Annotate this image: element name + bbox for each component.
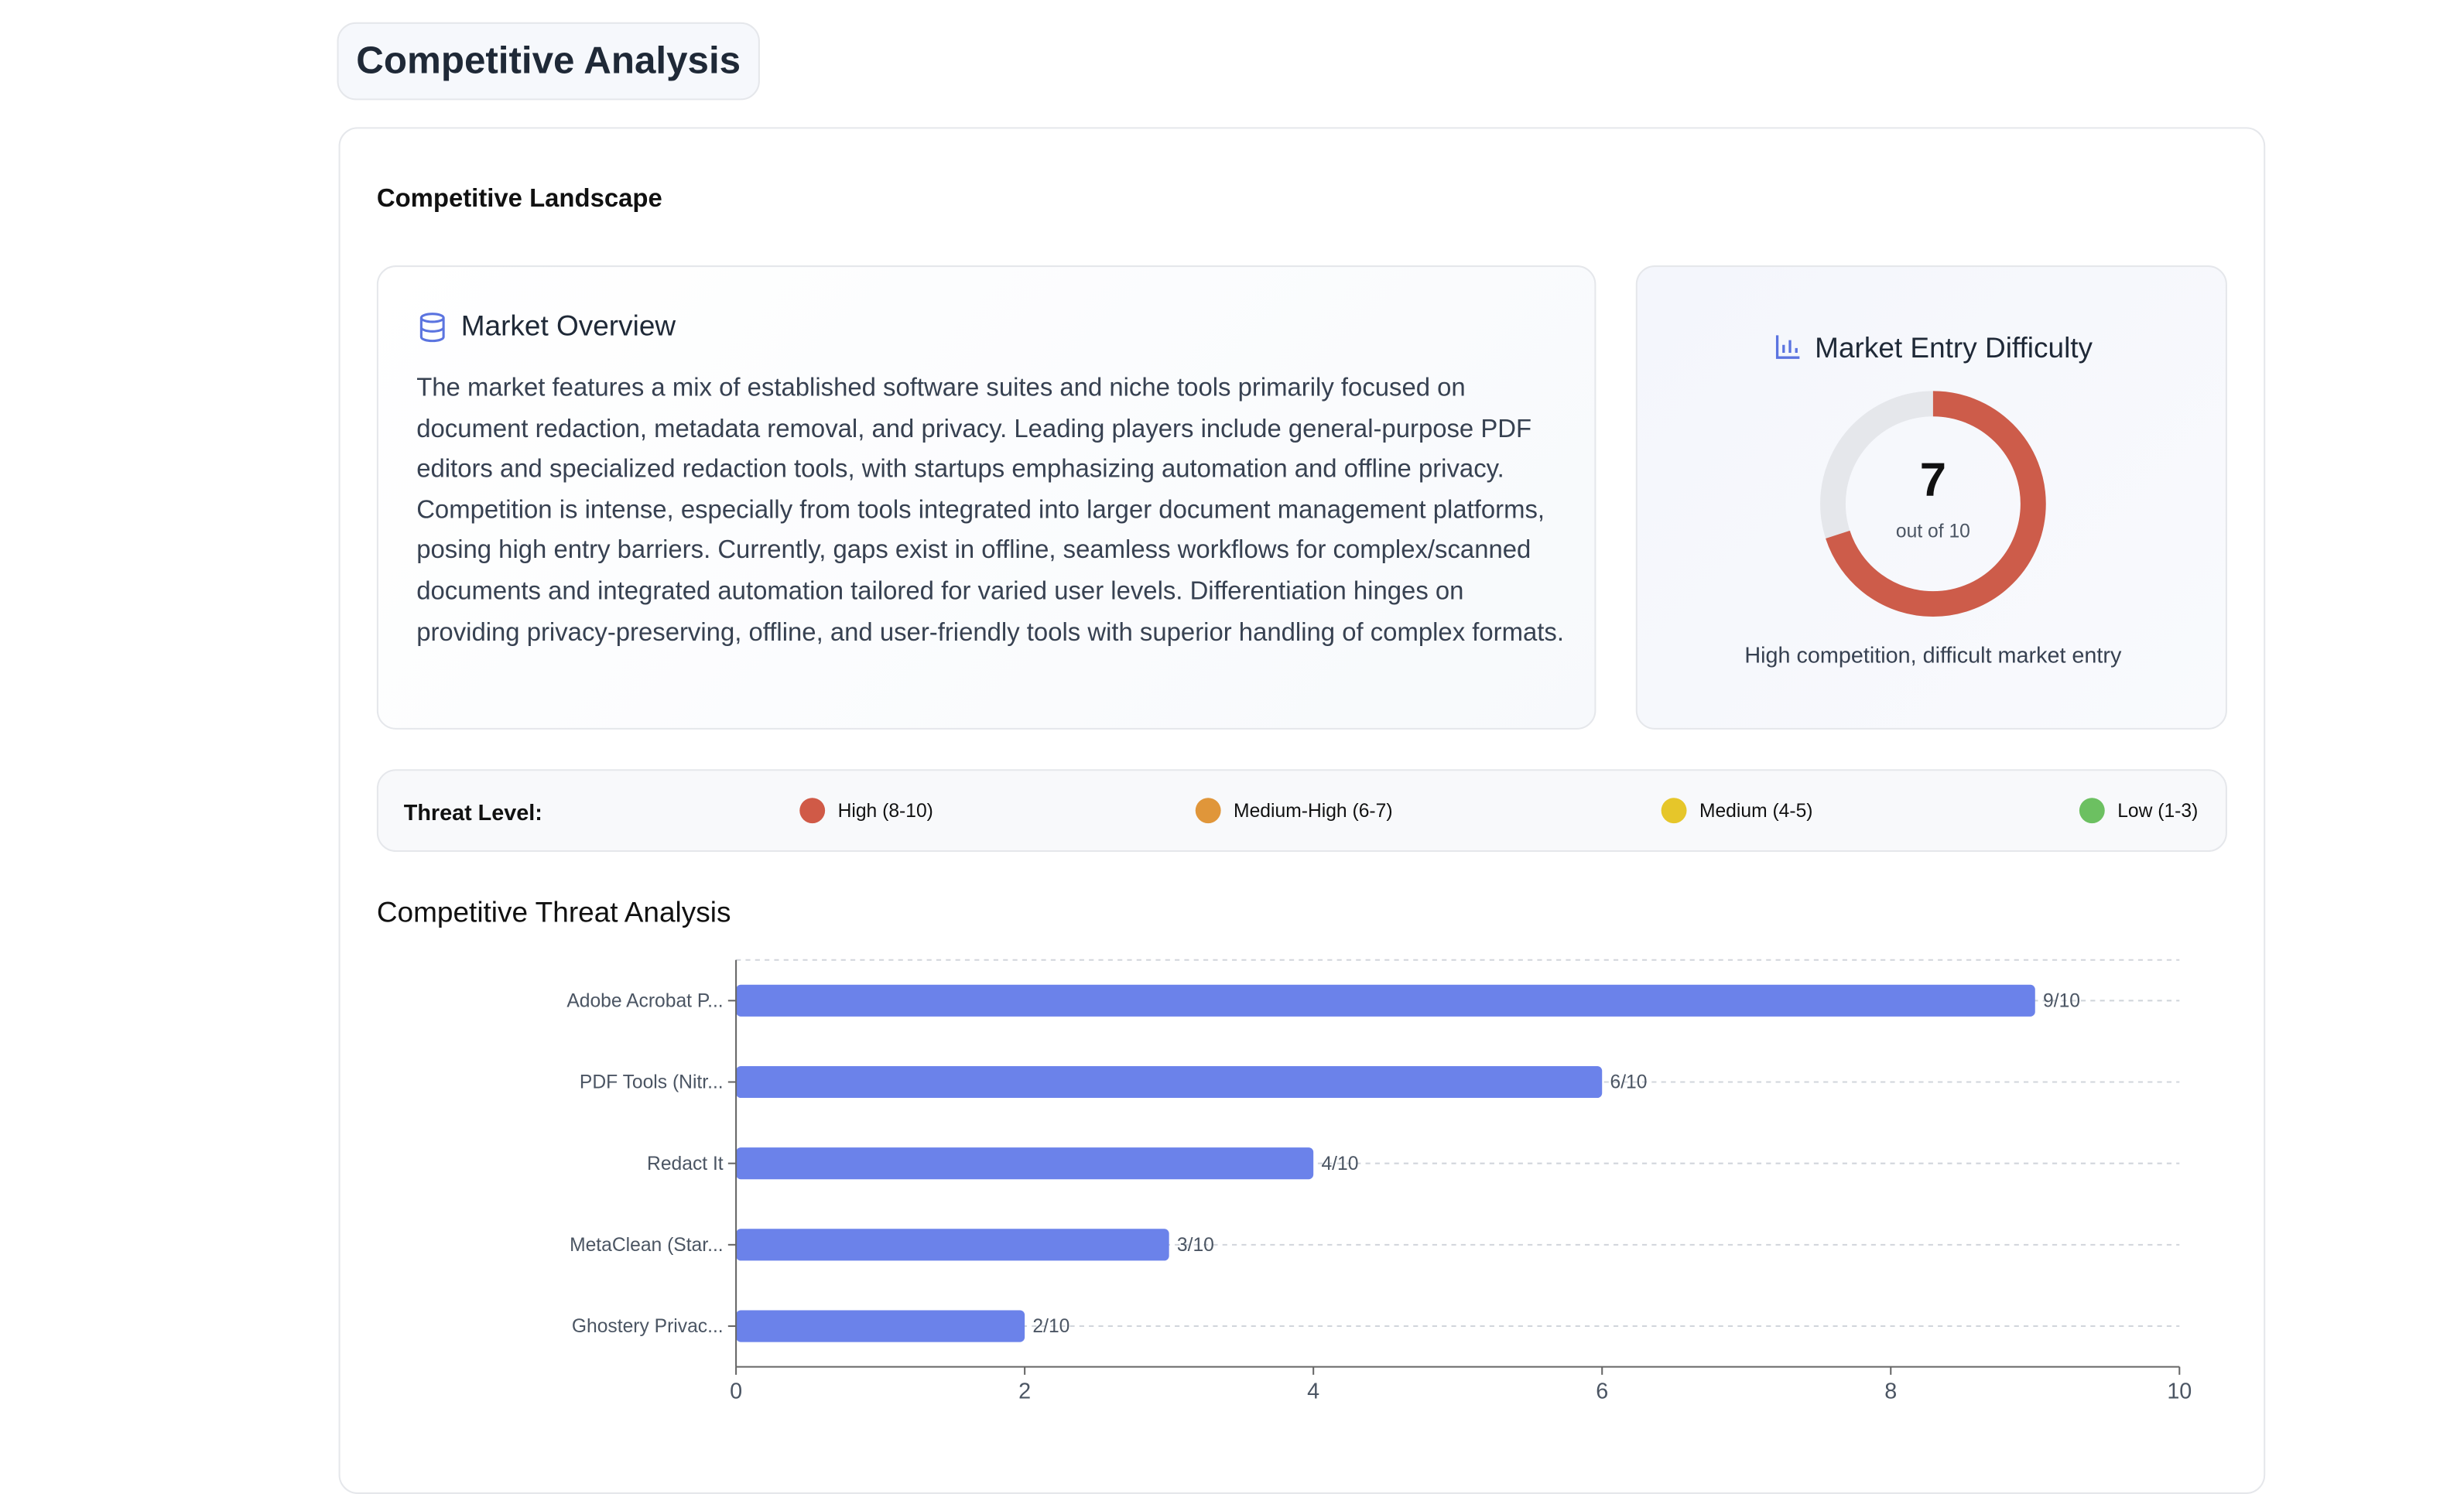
y-tick-label: MetaClean (Star...	[570, 1235, 724, 1256]
x-tick-label: 6	[1596, 1379, 1608, 1404]
bar	[736, 1229, 1169, 1261]
bar	[736, 984, 2035, 1017]
header-box: Competitive Analysis	[337, 22, 760, 101]
bar	[736, 1147, 1314, 1180]
y-tick-label: PDF Tools (Nitr...	[580, 1072, 724, 1093]
database-icon	[419, 313, 445, 343]
bar-value-label: 9/10	[2043, 991, 2080, 1012]
legend-item: Medium (4-5)	[1661, 798, 1813, 824]
x-tick-label: 2	[1018, 1379, 1031, 1404]
bar	[736, 1310, 1025, 1342]
overview-card: Market Overview The market features a mi…	[376, 265, 1596, 730]
x-tick-label: 8	[1884, 1379, 1897, 1404]
legend-label: Medium (4-5)	[1699, 799, 1813, 822]
legend-label: High (8-10)	[837, 799, 933, 822]
difficulty-heading: Market Entry Difficulty	[1638, 332, 2229, 365]
difficulty-title: Market Entry Difficulty	[1815, 332, 2093, 364]
legend-label: Medium-High (6-7)	[1234, 799, 1393, 822]
bar-value-label: 3/10	[1177, 1235, 1214, 1256]
difficulty-max-label: out of 10	[1895, 519, 1970, 542]
bar-chart: Adobe Acrobat P... 9/10 PDF Tools (Nitr...…	[566, 959, 2192, 1404]
legend-dot	[1661, 798, 1687, 824]
legend-dot	[2079, 798, 2105, 824]
chart-title: Competitive Threat Analysis	[376, 896, 731, 928]
legend-label: Low (1-3)	[2117, 799, 2199, 822]
y-tick-label: Redact It	[647, 1154, 724, 1174]
legend-item: Medium-High (6-7)	[1195, 798, 1393, 824]
difficulty-description: High competition, difficult market entry	[1744, 641, 2122, 668]
section-title: Competitive Landscape	[376, 186, 662, 214]
bar	[736, 1065, 1603, 1099]
difficulty-score: 7	[1919, 454, 1947, 508]
x-tick-label: 0	[730, 1379, 742, 1404]
y-tick-label: Ghostery Privac...	[572, 1316, 724, 1337]
x-tick-label: 10	[2167, 1379, 2192, 1404]
threat-legend: Threat Level: High (8-10) Medium-High (6-…	[376, 769, 2227, 853]
legend-dot	[799, 798, 826, 824]
threat-legend-label: Threat Level:	[403, 799, 542, 826]
legend-dot	[1195, 798, 1221, 824]
page: Competitive Analysis Competitive Landsca…	[337, 22, 2266, 1494]
difficulty-card: Market Entry Difficulty 7 out of 10 High…	[1635, 265, 2229, 730]
overview-text: The market features a mix of established…	[416, 374, 1564, 647]
gauge	[1820, 391, 2046, 617]
legend-item: Low (1-3)	[2079, 798, 2199, 824]
overview-title: Market Overview	[460, 309, 676, 342]
bar-value-label: 2/10	[1032, 1316, 1069, 1337]
bar-value-label: 6/10	[1610, 1072, 1647, 1093]
bar-value-label: 4/10	[1321, 1154, 1358, 1174]
page-title: Competitive Analysis	[356, 39, 741, 82]
y-tick-label: Adobe Acrobat P...	[566, 991, 723, 1012]
x-tick-label: 4	[1307, 1379, 1319, 1404]
legend-item: High (8-10)	[799, 798, 933, 824]
app: Competitive Analysis Competitive Landsca…	[337, 22, 2266, 1494]
chart-icon	[1775, 335, 1799, 359]
